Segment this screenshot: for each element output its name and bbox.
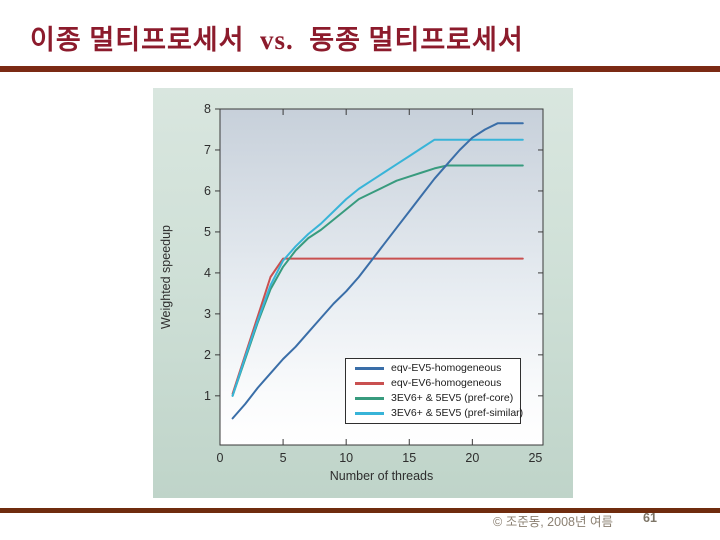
legend-label: 3EV6+ & 5EV5 (pref-similar) xyxy=(391,407,524,419)
speedup-chart: 1 2 3 4 5 6 7 8 0 5 10 15 20 25 Number of threads Weigh… xyxy=(153,88,573,498)
page-number: 61 xyxy=(643,511,657,525)
legend-line-swatch-icon xyxy=(355,412,384,415)
legend-line-swatch-icon xyxy=(355,397,384,400)
x-tick-label: 25 xyxy=(528,451,542,465)
y-tick-label: 2 xyxy=(204,348,211,362)
legend-item: 3EV6+ & 5EV5 (pref-core) xyxy=(355,392,520,405)
y-tick-label: 7 xyxy=(204,143,211,157)
x-tick-label: 0 xyxy=(217,451,224,465)
y-tick-label: 4 xyxy=(204,266,211,280)
x-axis-title: Number of threads xyxy=(330,469,434,483)
series-line-1 xyxy=(231,122,524,420)
legend-label: eqv-EV5-homogeneous xyxy=(391,362,502,374)
legend-line-swatch-icon xyxy=(355,367,384,370)
footer-divider-rule xyxy=(0,508,720,513)
y-axis-title: Weighted speedup xyxy=(159,225,173,329)
legend-item: 3EV6+ & 5EV5 (pref-similar) xyxy=(355,407,524,420)
series-line-3 xyxy=(231,164,524,397)
series-line-2 xyxy=(231,257,524,395)
series-lines xyxy=(231,122,524,420)
legend-line-swatch-icon xyxy=(355,382,384,385)
slide-title: 이종 멀티프로세서 vs. 동종 멀티프로세서 xyxy=(30,25,524,55)
plot-border xyxy=(219,108,544,446)
y-tick-label: 5 xyxy=(204,225,211,239)
y-tick-label: 8 xyxy=(204,102,211,116)
x-tick-label: 5 xyxy=(280,451,287,465)
chart-legend: eqv-EV5-homogeneous eqv-EV6-homogeneous … xyxy=(345,358,524,424)
x-tick-label: 10 xyxy=(339,451,353,465)
legend-item: eqv-EV5-homogeneous xyxy=(355,362,520,375)
footer-copyright: © 조준동, 2008년 여름 xyxy=(493,515,613,529)
legend-label: 3EV6+ & 5EV5 (pref-core) xyxy=(391,392,514,404)
series-line-4 xyxy=(231,138,524,397)
title-divider-rule xyxy=(0,66,720,72)
axis-ticks xyxy=(215,108,543,445)
y-tick-label: 6 xyxy=(204,184,211,198)
x-tick-label: 20 xyxy=(465,451,479,465)
speedup-chart-canvas: 1 2 3 4 5 6 7 8 0 5 10 15 20 25 Number of threads Weigh… xyxy=(159,102,544,483)
y-tick-label: 3 xyxy=(204,307,211,321)
x-tick-label: 15 xyxy=(402,451,416,465)
y-tick-label: 1 xyxy=(204,389,211,403)
legend-label: eqv-EV6-homogeneous xyxy=(391,377,502,389)
legend-item: eqv-EV6-homogeneous xyxy=(355,377,520,390)
axis-labels: 1 2 3 4 5 6 7 8 0 5 10 15 20 25 Number of threads Weigh… xyxy=(159,102,542,483)
